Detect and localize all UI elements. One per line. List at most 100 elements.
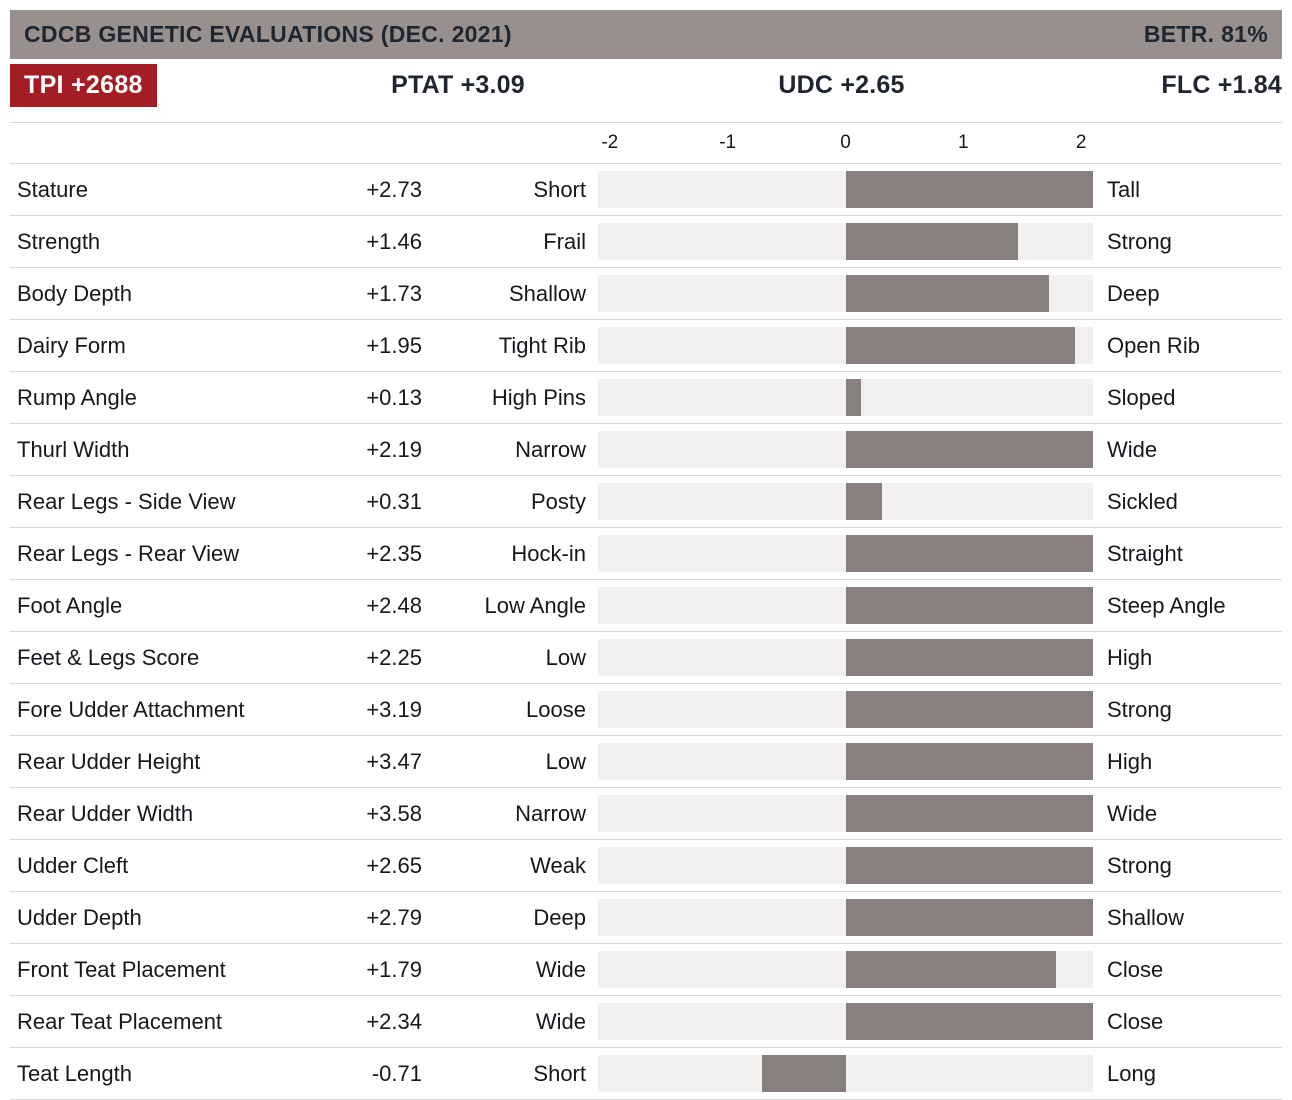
- trait-label: Rear Teat Placement: [17, 1008, 223, 1034]
- trait-value: +1.73: [366, 280, 422, 306]
- bar-track: [598, 223, 1093, 260]
- trait-row: Udder Depth +2.79 Deep Shallow: [10, 892, 1282, 944]
- trait-value: +2.34: [366, 1008, 422, 1034]
- trait-value: +0.13: [366, 384, 422, 410]
- low-descriptor: Loose: [526, 696, 586, 722]
- value-bar: [845, 431, 1093, 468]
- trait-label: Rump Angle: [17, 384, 137, 410]
- high-descriptor: Sloped: [1107, 384, 1176, 410]
- trait-value: +3.47: [366, 748, 422, 774]
- high-descriptor: Straight: [1107, 540, 1183, 566]
- trait-value: +2.25: [366, 644, 422, 670]
- value-bar: [845, 1003, 1093, 1040]
- trait-row: Rear Legs - Rear View +2.35 Hock-in Stra…: [10, 528, 1282, 580]
- trait-label: Rear Udder Height: [17, 748, 201, 774]
- value-bar: [845, 951, 1057, 988]
- bar-track-cell: [586, 327, 1097, 364]
- trait-row: Udder Cleft +2.65 Weak Strong: [10, 840, 1282, 892]
- high-descriptor: Tall: [1107, 176, 1141, 202]
- trait-row: Front Teat Placement +1.79 Wide Close: [10, 944, 1282, 996]
- value-bar: [845, 743, 1093, 780]
- bar-track-cell: [586, 379, 1097, 416]
- high-descriptor: Deep: [1107, 280, 1160, 306]
- low-descriptor: Deep: [533, 904, 586, 930]
- low-descriptor: Wide: [535, 956, 586, 982]
- trait-row: Stature +2.73 Short Tall: [10, 164, 1282, 216]
- trait-value: +1.46: [366, 228, 422, 254]
- trait-label: Stature: [17, 176, 88, 202]
- trait-label: Teat Length: [17, 1060, 132, 1086]
- trait-row: Rump Angle +0.13 High Pins Sloped: [10, 372, 1282, 424]
- flc-metric: FLC +1.84: [1161, 71, 1282, 99]
- trait-row: Thurl Width +2.19 Narrow Wide: [10, 424, 1282, 476]
- value-bar: [845, 483, 883, 520]
- trait-row: Dairy Form +1.95 Tight Rib Open Rib: [10, 320, 1282, 372]
- trait-label: Strength: [17, 228, 101, 254]
- bar-track-cell: [586, 587, 1097, 624]
- low-descriptor: Tight Rib: [498, 332, 586, 358]
- low-descriptor: Posty: [530, 488, 586, 514]
- low-descriptor: Frail: [543, 228, 586, 254]
- tpi-badge: TPI +2688: [10, 64, 157, 107]
- trait-label: Udder Depth: [17, 904, 142, 930]
- value-bar: [845, 847, 1093, 884]
- value-bar: [761, 1055, 846, 1092]
- bar-track-cell: [586, 951, 1097, 988]
- trait-row: Body Depth +1.73 Shallow Deep: [10, 268, 1282, 320]
- value-bar: [845, 379, 861, 416]
- trait-value: +3.19: [366, 696, 422, 722]
- bar-track: [598, 483, 1093, 520]
- low-descriptor: Low: [545, 748, 586, 774]
- trait-row: Foot Angle +2.48 Low Angle Steep Angle: [10, 580, 1282, 632]
- bar-track: [598, 743, 1093, 780]
- trait-label: Fore Udder Attachment: [17, 696, 245, 722]
- bar-track: [598, 275, 1093, 312]
- axis-tick: 1: [958, 132, 969, 153]
- bar-track: [598, 951, 1093, 988]
- bar-track-cell: [586, 483, 1097, 520]
- low-descriptor: Narrow: [515, 436, 586, 462]
- trait-label: Thurl Width: [17, 436, 130, 462]
- bar-track-cell: [586, 743, 1097, 780]
- value-bar: [845, 639, 1093, 676]
- trait-row: Teat Length -0.71 Short Long: [10, 1048, 1282, 1100]
- ptat-metric: PTAT +3.09: [391, 71, 525, 99]
- bar-track: [598, 587, 1093, 624]
- high-descriptor: Steep Angle: [1107, 592, 1226, 618]
- value-bar: [845, 899, 1093, 936]
- header-bar: CDCB GENETIC EVALUATIONS (DEC. 2021) BET…: [10, 10, 1282, 59]
- low-descriptor: Low: [545, 644, 586, 670]
- trait-row: Rear Legs - Side View +0.31 Posty Sickle…: [10, 476, 1282, 528]
- high-descriptor: Wide: [1107, 436, 1158, 462]
- trait-value: +2.35: [366, 540, 422, 566]
- trait-label: Rear Legs - Side View: [17, 488, 236, 514]
- reliability-badge: BETR. 81%: [1143, 21, 1268, 47]
- high-descriptor: Close: [1107, 956, 1164, 982]
- high-descriptor: Strong: [1107, 696, 1172, 722]
- bar-track-cell: [586, 795, 1097, 832]
- value-bar: [845, 691, 1093, 728]
- bar-track: [598, 327, 1093, 364]
- trait-label: Dairy Form: [17, 332, 126, 358]
- trait-value: +0.31: [366, 488, 422, 514]
- trait-value: +2.19: [366, 436, 422, 462]
- high-descriptor: Open Rib: [1107, 332, 1200, 358]
- bar-track-cell: [586, 639, 1097, 676]
- axis-tick: -2: [601, 132, 619, 153]
- bar-track: [598, 691, 1093, 728]
- low-descriptor: Wide: [535, 1008, 586, 1034]
- trait-row: Strength +1.46 Frail Strong: [10, 216, 1282, 268]
- low-descriptor: Narrow: [515, 800, 586, 826]
- bar-track: [598, 535, 1093, 572]
- trait-value: +1.79: [366, 956, 422, 982]
- value-bar: [845, 171, 1093, 208]
- page-title: CDCB GENETIC EVALUATIONS (DEC. 2021): [24, 21, 512, 47]
- bar-track-cell: [586, 275, 1097, 312]
- value-bar: [845, 327, 1076, 364]
- trait-value: +1.95: [366, 332, 422, 358]
- low-descriptor: High Pins: [491, 384, 586, 410]
- trait-label: Feet & Legs Score: [17, 644, 200, 670]
- low-descriptor: Low Angle: [484, 592, 586, 618]
- value-bar: [845, 535, 1093, 572]
